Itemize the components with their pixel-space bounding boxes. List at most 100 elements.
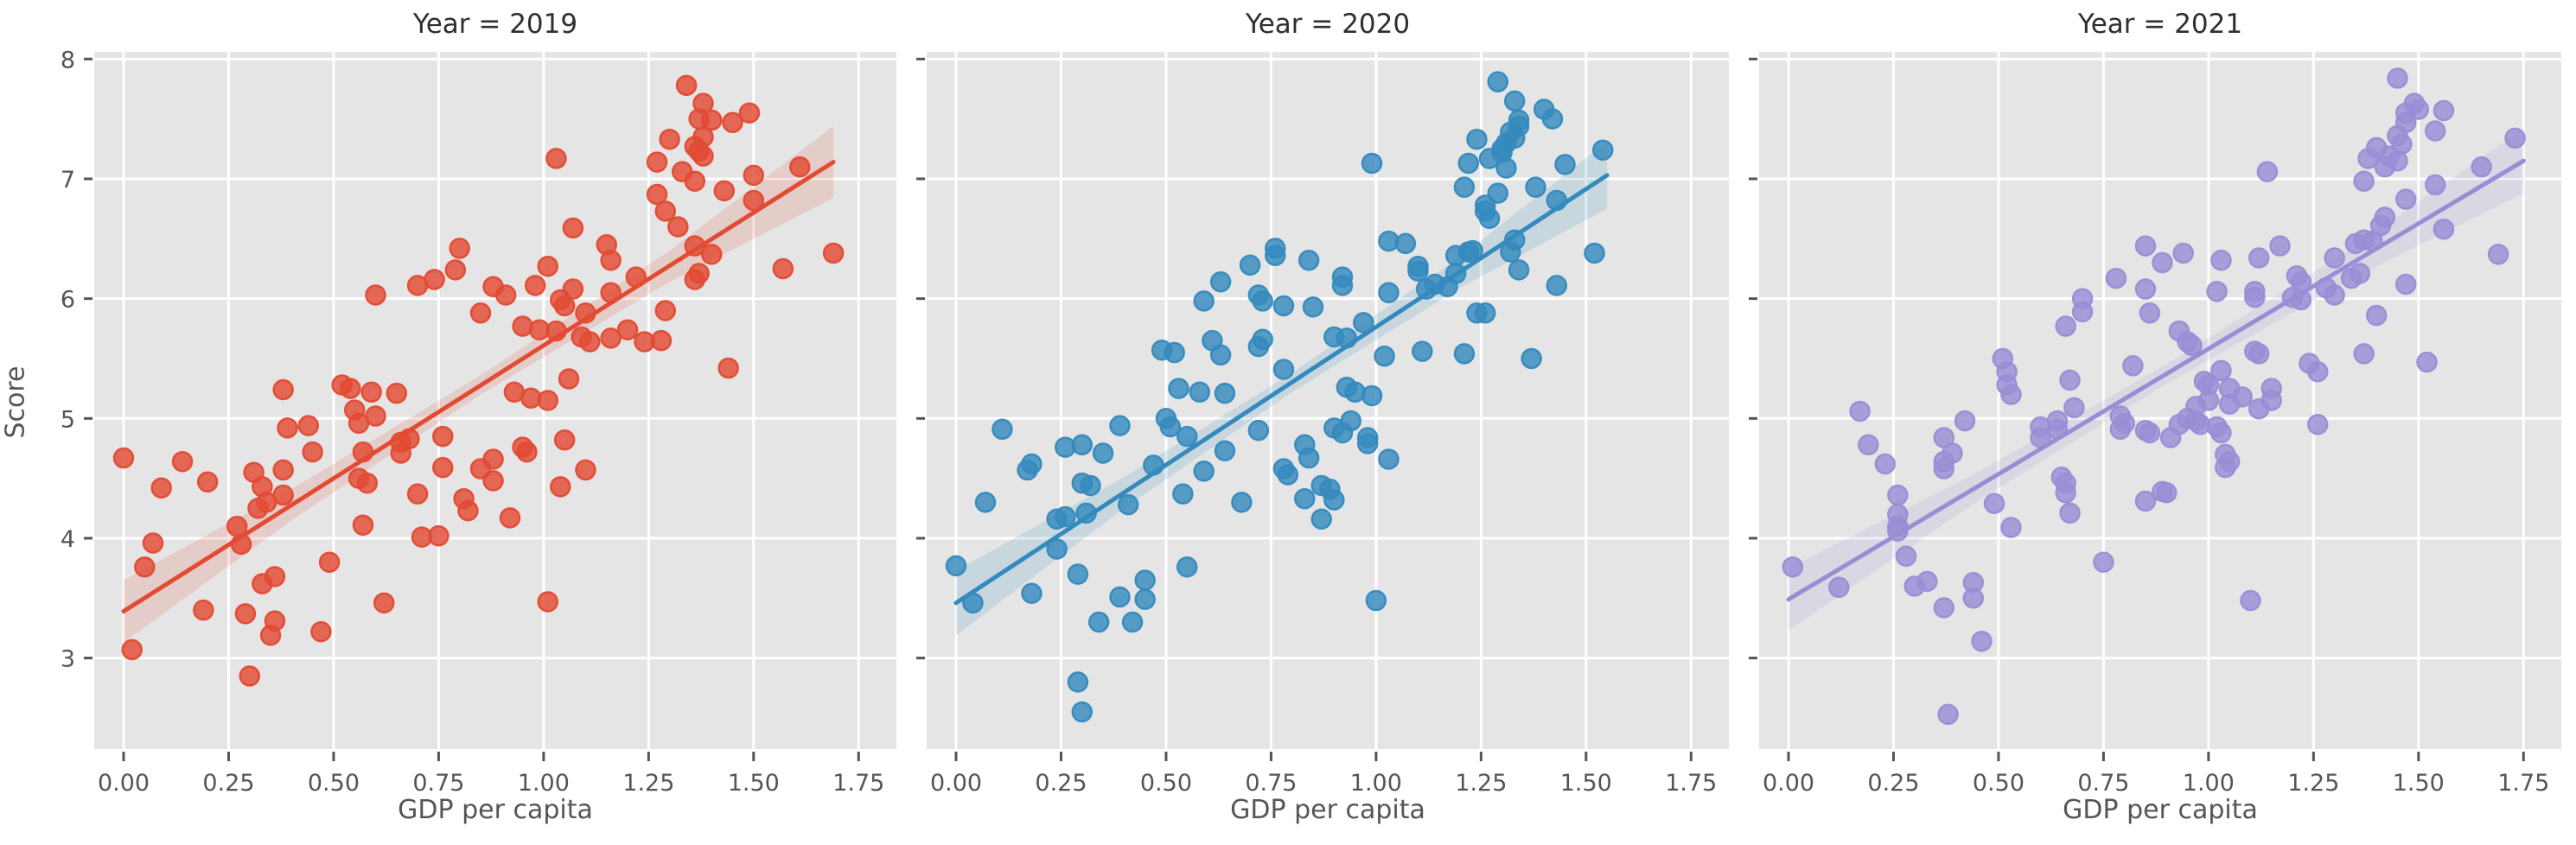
scatter-point xyxy=(1340,410,1361,432)
scatter-point xyxy=(562,217,584,239)
scatter-point xyxy=(2055,315,2076,337)
scatter-point xyxy=(2306,360,2329,383)
y-tick-label: 3 xyxy=(61,646,75,673)
scatter-point xyxy=(134,556,156,578)
scatter-point xyxy=(537,390,558,411)
scatter-point xyxy=(1983,492,2005,514)
scatter-point xyxy=(277,417,298,439)
scatter-point xyxy=(1503,90,1526,112)
scatter-point xyxy=(2394,273,2417,295)
scatter-point xyxy=(2349,263,2371,284)
scatter-point xyxy=(1962,588,1985,609)
scatter-point xyxy=(1134,569,1156,591)
scatter-point xyxy=(1109,586,1131,608)
scatter-point xyxy=(1176,556,1198,578)
scatter-point xyxy=(2391,133,2413,156)
x-tick-label: 1.00 xyxy=(2183,770,2235,797)
x-tick-label: 0.75 xyxy=(412,770,464,797)
scatter-point xyxy=(1954,410,1976,432)
scatter-point xyxy=(654,200,677,222)
scatter-point xyxy=(692,145,714,167)
scatter-point xyxy=(2210,359,2232,382)
plot-background xyxy=(94,52,896,749)
scatter-point xyxy=(1487,182,1509,204)
x-tick-label: 1.25 xyxy=(622,770,674,797)
scatter-point xyxy=(1252,328,1273,351)
scatter-point xyxy=(1071,701,1094,723)
scatter-point xyxy=(553,295,576,317)
scatter-point xyxy=(2394,188,2417,210)
scatter-point xyxy=(1272,359,1295,380)
scatter-point xyxy=(1193,461,1215,482)
scatter-point xyxy=(2365,304,2388,327)
scatter-point xyxy=(1874,453,1897,475)
scatter-point xyxy=(646,183,668,206)
scatter-point xyxy=(558,368,580,390)
scatter-point xyxy=(428,524,450,547)
scatter-point xyxy=(1828,576,1850,599)
scatter-point xyxy=(743,164,765,187)
scatter-point xyxy=(2324,284,2345,306)
scatter-point xyxy=(142,532,164,554)
scatter-point xyxy=(1159,416,1182,438)
scatter-point xyxy=(579,331,601,353)
scatter-point xyxy=(2218,450,2241,473)
scatter-point xyxy=(1117,493,1139,516)
scatter-point xyxy=(2248,247,2270,269)
scatter-point xyxy=(1849,400,1871,422)
y-tick-label: 4 xyxy=(61,526,75,553)
scatter-point xyxy=(2487,244,2509,265)
x-tick-label: 1.75 xyxy=(1665,770,1717,797)
scatter-point xyxy=(2093,551,2114,573)
scatter-point xyxy=(1209,270,1232,293)
scatter-point xyxy=(310,620,332,643)
scatter-point xyxy=(1457,152,1480,175)
scatter-point xyxy=(2139,302,2161,324)
scatter-point xyxy=(193,599,214,621)
scatter-point xyxy=(1591,139,1614,161)
scatter-point xyxy=(2471,156,2492,178)
scatter-point xyxy=(352,514,374,536)
scatter-point xyxy=(1055,505,1076,528)
scatter-point xyxy=(1361,152,1383,175)
x-tick-label: 1.75 xyxy=(832,770,884,797)
scatter-point xyxy=(1933,597,1955,619)
x-tick-label: 1.50 xyxy=(728,770,780,797)
scatter-point xyxy=(1374,345,1395,367)
scatter-point xyxy=(1353,312,1374,334)
scatter-point xyxy=(1323,489,1345,511)
scatter-point xyxy=(2394,111,2417,134)
x-tick-label: 0.25 xyxy=(1867,770,1919,797)
y-tick-label: 5 xyxy=(61,406,75,433)
scatter-point xyxy=(713,180,736,202)
scatter-point xyxy=(1121,611,1144,633)
scatter-point xyxy=(356,472,379,494)
scatter-point xyxy=(1521,347,1542,370)
scatter-point xyxy=(616,319,639,340)
scatter-point xyxy=(1887,484,1909,506)
scatter-point xyxy=(553,429,576,451)
scatter-point xyxy=(1394,232,1417,255)
scatter-point xyxy=(2306,413,2329,435)
scatter-point xyxy=(2114,412,2135,435)
scatter-point xyxy=(2210,422,2232,444)
x-tick-label: 1.50 xyxy=(2393,770,2445,797)
scatter-point xyxy=(692,92,714,114)
scatter-point xyxy=(2059,369,2081,391)
scatter-point xyxy=(2424,174,2446,196)
scatter-point xyxy=(1407,260,1429,282)
scatter-point xyxy=(738,102,761,124)
x-axis-label-facet1: GDP per capita xyxy=(398,795,593,825)
scatter-point xyxy=(992,418,1013,441)
scatter-point xyxy=(2071,301,2094,323)
facet-title-2020: Year = 2020 xyxy=(1245,9,1411,40)
scatter-point xyxy=(600,250,622,271)
scatter-point xyxy=(654,300,677,321)
scatter-point xyxy=(1272,295,1295,317)
scatter-point xyxy=(2206,281,2228,302)
scatter-point xyxy=(196,471,219,493)
x-tick-label: 1.00 xyxy=(1350,770,1402,797)
scatter-point xyxy=(171,450,194,473)
